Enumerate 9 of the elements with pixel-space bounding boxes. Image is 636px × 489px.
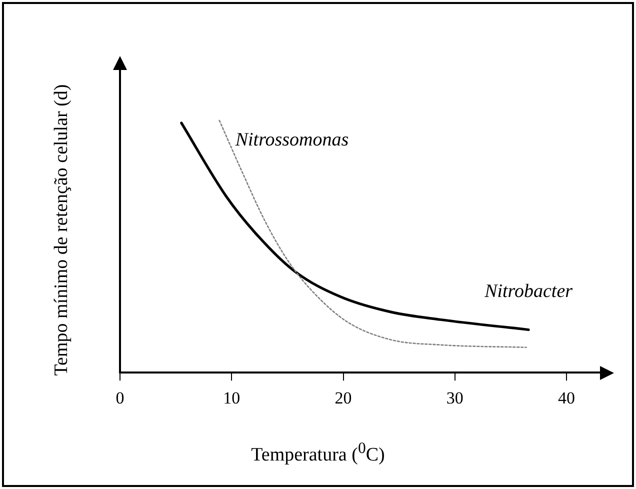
x-tick-label: 10 xyxy=(223,388,240,408)
series-label: Nitrossomonas xyxy=(234,129,349,150)
series-label: Nitrobacter xyxy=(484,281,574,302)
x-axis-title: Temperatura ($^{0}$C) xyxy=(250,440,386,466)
x-tick-label: 40 xyxy=(558,388,576,408)
y-axis-title: Tempo mínimo de retenção celular (d) xyxy=(50,83,73,378)
x-tick-label: 0 xyxy=(116,388,124,408)
x-tick-label: 20 xyxy=(334,388,352,408)
x-tick-label: 30 xyxy=(446,388,464,408)
